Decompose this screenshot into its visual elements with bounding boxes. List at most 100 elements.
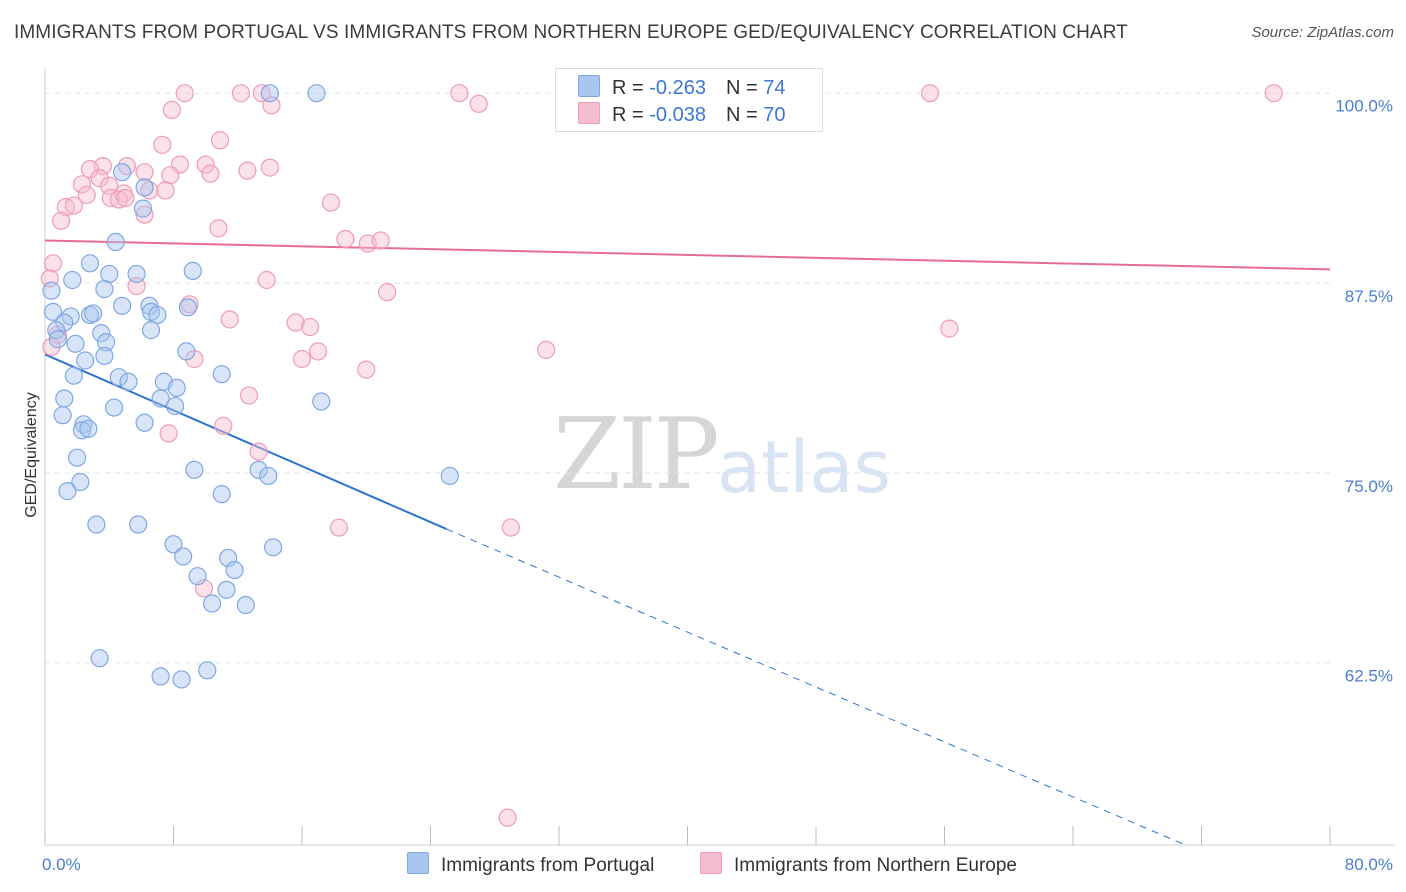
portugal-point-51 — [259, 466, 278, 486]
northern-europe-point-14 — [80, 160, 100, 179]
points-northern-europe — [40, 84, 1283, 827]
axes — [44, 68, 1395, 846]
portugal-point-5 — [106, 232, 125, 252]
portugal-point-8 — [127, 264, 146, 284]
northern-europe-point-6 — [1264, 84, 1283, 103]
portugal-point-10 — [63, 270, 82, 290]
northern-europe-point-61 — [249, 442, 268, 461]
portugal-point-13 — [112, 296, 132, 315]
northern-europe-point-49 — [300, 317, 320, 337]
trendline-portugal-solid — [44, 353, 447, 531]
portugal-point-49 — [185, 460, 204, 479]
tick-labels: 62.5% 75.0% 87.5% 100.0% 0.0% 80.0% — [42, 96, 1393, 874]
portugal-point-68 — [198, 661, 217, 680]
northern-europe-point-17 — [135, 163, 154, 182]
northern-europe-r-value: -0.038 — [649, 104, 706, 126]
x-tick-label-1: 80.0% — [1345, 855, 1393, 874]
portugal-point-42 — [312, 392, 331, 411]
northern-europe-point-59 — [214, 416, 233, 435]
portugal-point-50 — [249, 460, 268, 479]
stats-row-portugal: R = -0.263 N = 74 — [578, 75, 785, 99]
northern-europe-point-54 — [537, 340, 556, 359]
northern-europe-point-57 — [357, 360, 376, 379]
northern-europe-point-23 — [72, 175, 92, 194]
portugal-point-65 — [202, 594, 222, 613]
portugal-point-37 — [167, 378, 186, 397]
y-tick-label-2: 87.5% — [1345, 287, 1393, 306]
portugal-point-67 — [90, 649, 109, 668]
northern-europe-point-28 — [140, 181, 159, 200]
portugal-swatch — [578, 75, 600, 97]
portugal-n-value: 74 — [763, 77, 786, 99]
portugal-point-60 — [174, 547, 193, 566]
portugal-point-54 — [58, 482, 77, 501]
portugal-point-15 — [178, 298, 198, 317]
legend-item-northern-europe: Immigrants from Northern Europe — [700, 852, 1017, 877]
portugal-point-63 — [225, 560, 244, 580]
portugal-r-label: R = — [612, 77, 650, 99]
portugal-point-7 — [100, 264, 119, 284]
portugal-point-33 — [109, 368, 128, 387]
portugal-point-46 — [72, 421, 92, 440]
northern-europe-point-46 — [180, 295, 199, 314]
portugal-point-0 — [260, 84, 279, 103]
portugal-point-25 — [141, 321, 161, 340]
northern-europe-point-52 — [42, 337, 61, 356]
portugal-point-34 — [119, 372, 138, 391]
northern-europe-point-13 — [117, 156, 137, 176]
portugal-point-2 — [112, 163, 132, 182]
northern-europe-r-label: R = — [612, 104, 650, 126]
northern-europe-point-25 — [77, 185, 96, 205]
northern-europe-point-44 — [257, 270, 276, 290]
portugal-point-24 — [92, 324, 111, 343]
y-tick-label-3: 100.0% — [1335, 96, 1393, 115]
portugal-point-21 — [148, 305, 167, 325]
portugal-point-41 — [166, 396, 185, 416]
portugal-point-64 — [217, 580, 236, 599]
source-label: Source: ZipAtlas.com — [1251, 24, 1394, 41]
portugal-point-66 — [236, 595, 255, 615]
northern-europe-point-40 — [371, 231, 390, 250]
portugal-point-70 — [172, 670, 191, 689]
portugal-point-36 — [212, 365, 231, 384]
y-axis-label: GED/Equivalency — [23, 392, 40, 517]
portugal-point-6 — [80, 254, 100, 273]
x-tick-label-0: 0.0% — [42, 855, 81, 874]
portugal-point-31 — [95, 346, 114, 366]
portugal-point-9 — [183, 261, 202, 280]
northern-europe-point-16 — [196, 155, 215, 174]
chart-title: IMMIGRANTS FROM PORTUGAL VS IMMIGRANTS F… — [14, 22, 1128, 43]
portugal-r-value: -0.263 — [649, 77, 706, 99]
northern-europe-point-22 — [90, 169, 109, 188]
trendline-northern-europe-line — [44, 239, 1331, 271]
northern-europe-point-62 — [329, 518, 349, 537]
legend-label-northern-europe: Immigrants from Northern Europe — [734, 855, 1017, 876]
trendline-portugal — [44, 353, 1186, 846]
portugal-point-69 — [151, 667, 170, 686]
northern-europe-point-41 — [43, 254, 63, 273]
legend-label-portugal: Immigrants from Portugal — [441, 855, 655, 876]
northern-europe-point-37 — [209, 219, 228, 238]
watermark-atlas: atlas — [717, 425, 891, 509]
portugal-point-29 — [177, 342, 196, 361]
portugal-point-3 — [135, 178, 154, 197]
northern-europe-point-1 — [231, 84, 251, 103]
northern-europe-point-30 — [109, 190, 128, 209]
northern-europe-point-3 — [450, 84, 469, 103]
northern-europe-point-5 — [920, 84, 940, 103]
y-tick-label-1: 75.0% — [1345, 477, 1393, 496]
northern-europe-point-19 — [238, 161, 257, 180]
trendline-portugal-dashed — [446, 528, 1186, 846]
northern-europe-point-60 — [159, 424, 178, 443]
northern-europe-point-11 — [210, 131, 230, 150]
northern-europe-point-45 — [378, 283, 397, 302]
portugal-point-39 — [104, 398, 124, 417]
portugal-point-12 — [95, 280, 114, 299]
northern-europe-point-35 — [135, 205, 154, 224]
portugal-n-label: N = — [725, 77, 764, 99]
watermark-zip: ZIP — [553, 398, 720, 512]
portugal-point-45 — [135, 413, 154, 432]
northern-europe-point-47 — [220, 310, 239, 329]
northern-europe-point-56 — [292, 349, 312, 369]
portugal-point-47 — [79, 419, 98, 438]
